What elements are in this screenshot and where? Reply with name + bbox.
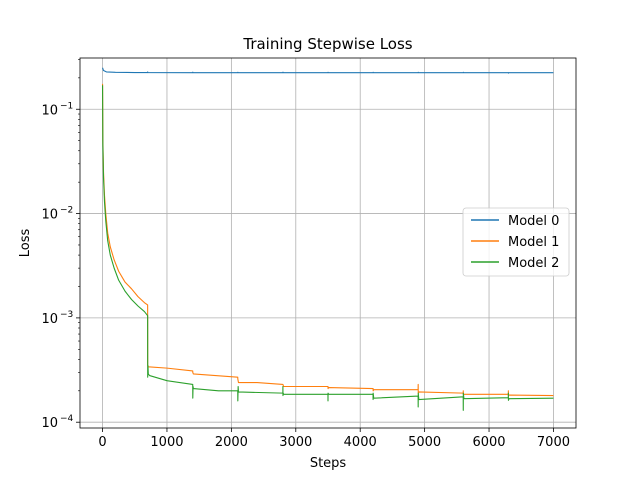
y-tick-label: 10 −3 xyxy=(41,310,73,327)
y-tick-label: 10 −1 xyxy=(41,101,73,118)
y-tick-base: 10 xyxy=(41,103,58,118)
y-tick-base: 10 xyxy=(41,208,58,223)
series-line-model-2 xyxy=(102,85,554,411)
x-tick-label: 3000 xyxy=(279,435,312,450)
x-tick-label: 7000 xyxy=(537,435,570,450)
x-tick-label: 1000 xyxy=(150,435,183,450)
y-axis-label: Loss xyxy=(18,229,33,258)
y-tick-label: 10 −4 xyxy=(41,414,73,431)
x-tick-label: 6000 xyxy=(472,435,505,450)
series-line-model-0 xyxy=(102,67,554,74)
legend-box xyxy=(462,207,570,277)
legend: Model 0 Model 1 Model 2 xyxy=(462,207,570,277)
legend-label: Model 0 xyxy=(508,214,559,229)
x-tick-label: 4000 xyxy=(344,435,377,450)
plot-lines xyxy=(102,67,554,411)
y-tick-exponent: −2 xyxy=(60,206,73,216)
series-line-model-1 xyxy=(102,83,554,397)
y-tick-exponent: −4 xyxy=(60,414,74,424)
x-axis-label: Steps xyxy=(310,456,347,471)
x-tick-label: 0 xyxy=(98,435,106,450)
x-tick-label: 2000 xyxy=(215,435,248,450)
legend-label: Model 1 xyxy=(508,235,559,250)
y-tick-exponent: −1 xyxy=(60,101,73,111)
y-tick-base: 10 xyxy=(41,312,58,327)
y-tick-label: 10 −2 xyxy=(41,206,73,223)
y-tick-base: 10 xyxy=(41,416,58,431)
y-tick-exponent: −3 xyxy=(60,310,73,320)
plot-frame xyxy=(79,57,577,429)
legend-label: Model 2 xyxy=(508,256,559,271)
x-tick-label: 5000 xyxy=(408,435,441,450)
chart-title: Training Stepwise Loss xyxy=(242,35,412,53)
